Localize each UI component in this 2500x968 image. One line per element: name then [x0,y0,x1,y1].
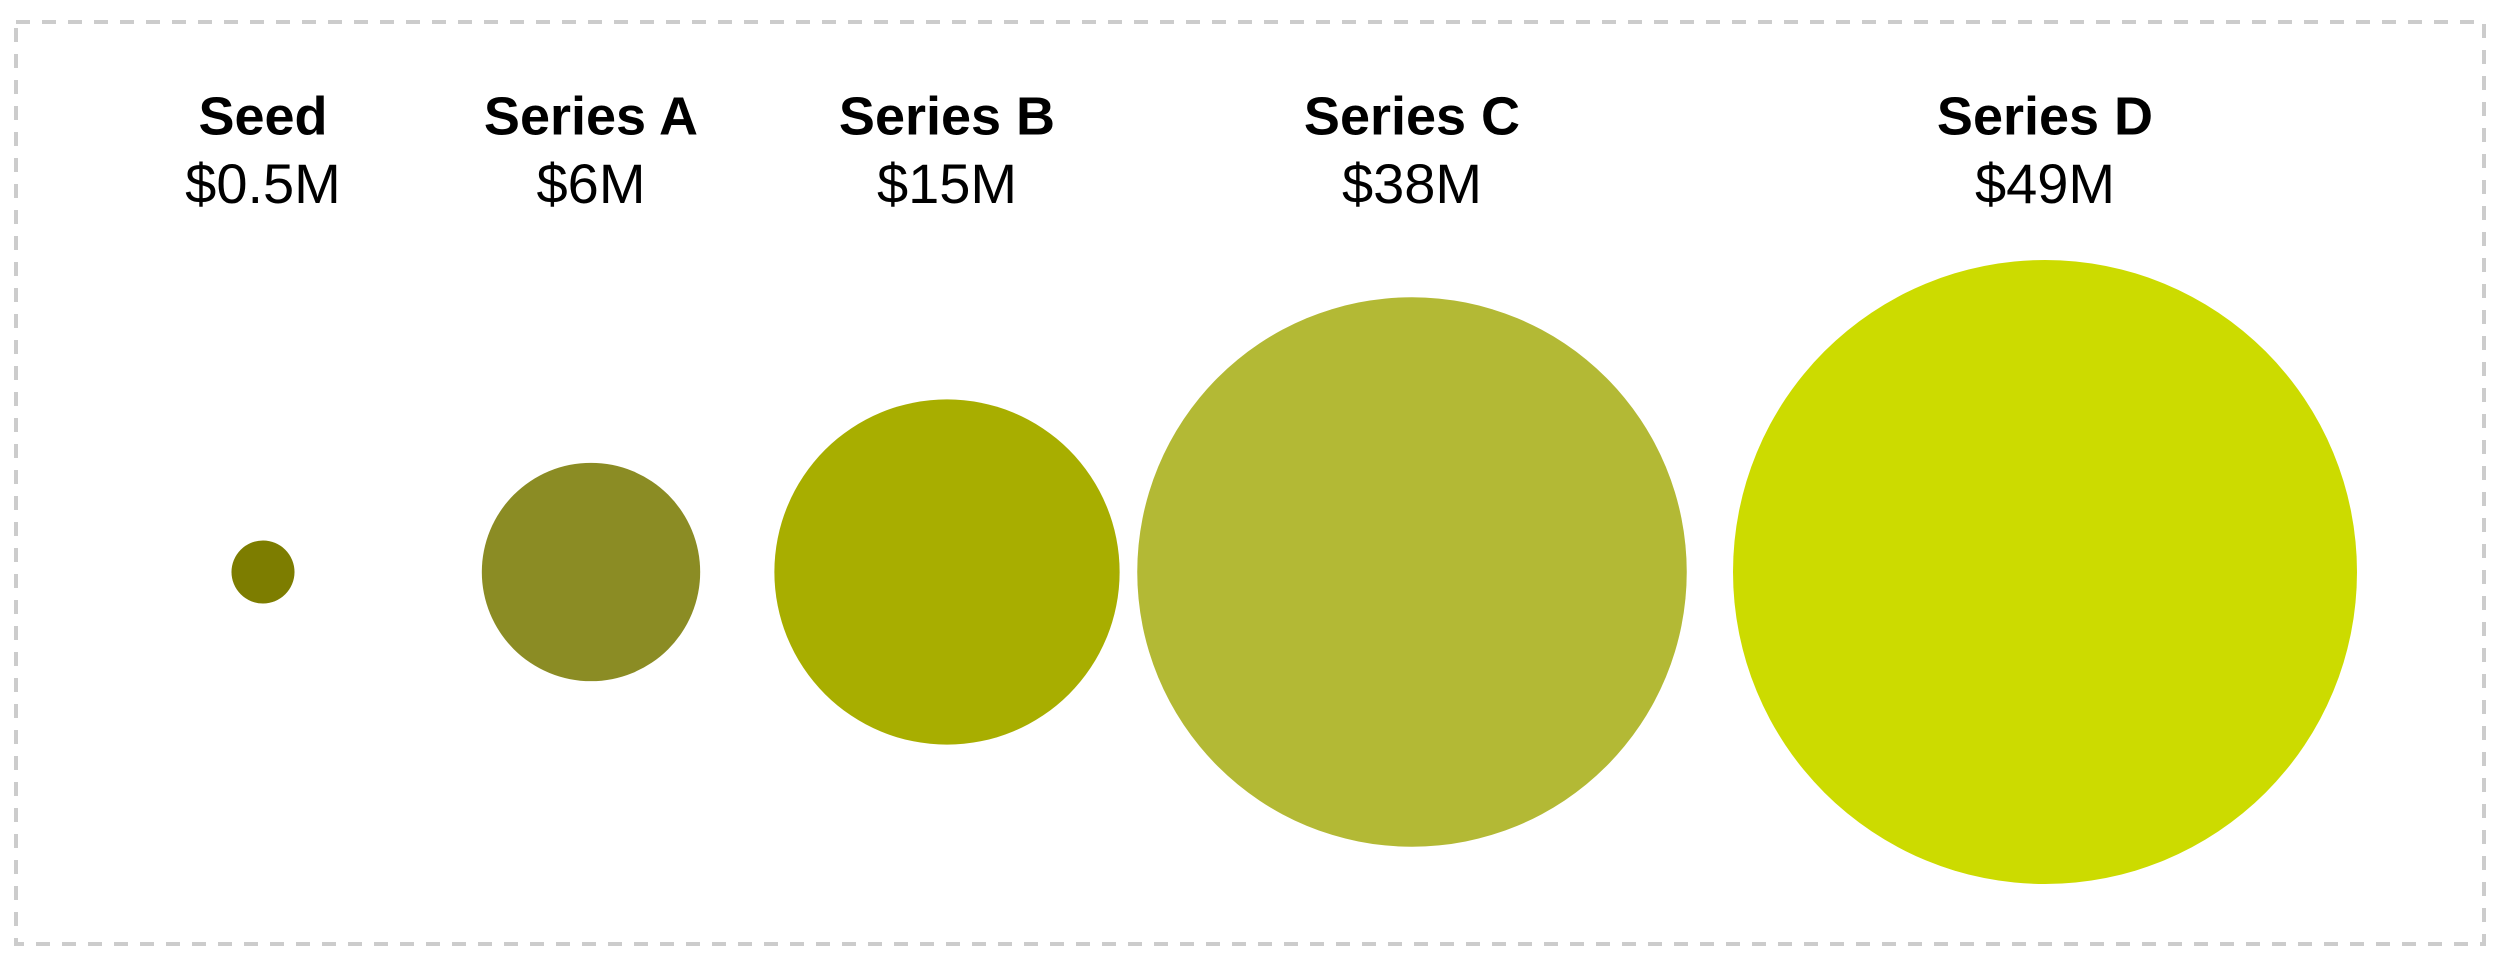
round-name: Series B [839,86,1055,146]
round-name: Series D [1937,86,2153,146]
amount-label: $38M [1342,152,1482,215]
round-name: Series C [1304,86,1520,146]
bubble [481,462,701,682]
amount-label: $6M [537,152,646,215]
amount-label: $49M [1975,152,2115,215]
bubble [231,540,295,604]
round-name: Series A [484,86,698,146]
bubble [1733,260,2357,884]
amount-label: $15M [877,152,1017,215]
frame [14,20,2486,946]
amount-label: $0.5M [185,152,341,215]
bubble [774,399,1120,745]
bubble [1137,297,1687,847]
round-name: Seed [198,86,327,146]
